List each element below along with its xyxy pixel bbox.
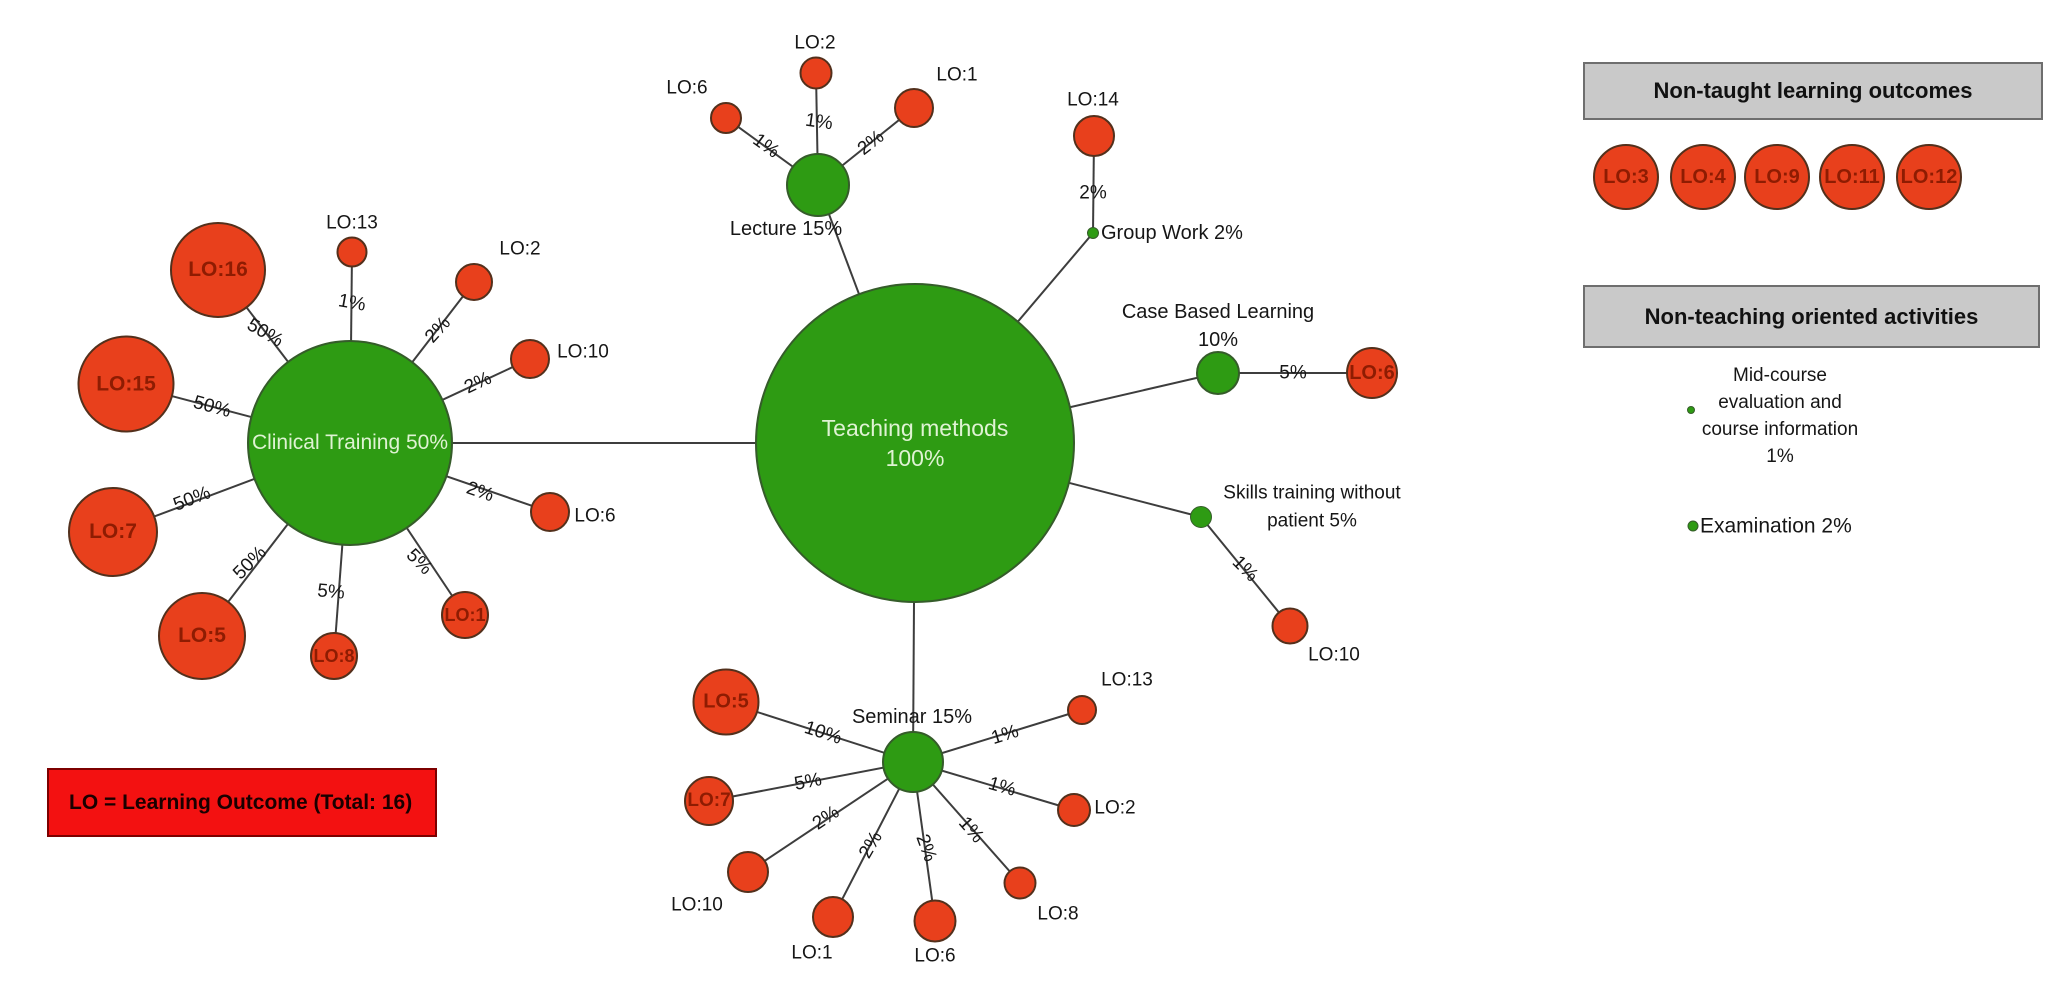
teaching-methods-node[interactable]: Teaching methods 100% xyxy=(755,283,1075,603)
case-based-learning-label-line1: Case Based Learning xyxy=(1121,301,1315,323)
edge-skills-lo10 xyxy=(1200,516,1291,627)
seminar-lo7-pct: 5% xyxy=(792,769,824,795)
seminar-lo5-label: LO:5 xyxy=(703,690,749,713)
clinical-lo15-label: LO:15 xyxy=(96,372,156,395)
mid-course-pct: 1% xyxy=(1766,446,1794,467)
clinical-lo5-node[interactable]: LO:5 xyxy=(158,592,246,680)
mid-course-node[interactable] xyxy=(1687,406,1695,414)
clinical-training-label: Clinical Training 50% xyxy=(251,431,449,454)
seminar-node[interactable] xyxy=(882,731,944,793)
clinical-lo8-label: LO:8 xyxy=(313,645,355,666)
group-work-lo14-label: LO:14 xyxy=(1067,89,1119,111)
clinical-lo6-node[interactable] xyxy=(530,492,570,532)
seminar-lo2-node[interactable] xyxy=(1057,793,1091,827)
clinical-lo8-node[interactable]: LO:8 xyxy=(310,632,358,680)
non-taught-lo12-node[interactable]: LO:12 xyxy=(1896,144,1962,210)
skills-training-label-line1: Skills training without xyxy=(1223,482,1401,504)
lecture-lo1-label: LO:1 xyxy=(936,64,978,86)
lecture-lo1-node[interactable] xyxy=(894,88,934,128)
clinical-lo15-node[interactable]: LO:15 xyxy=(77,335,175,433)
case-based-learning-node[interactable] xyxy=(1196,351,1240,395)
clinical-lo6-label: LO:6 xyxy=(574,505,616,527)
non-taught-lo12-label: LO:12 xyxy=(1900,165,1958,188)
case-based-learning-lo6-label: LO:6 xyxy=(1349,361,1395,384)
non-taught-lo3-label: LO:3 xyxy=(1603,165,1649,188)
non-taught-lo9-label: LO:9 xyxy=(1754,165,1800,188)
lecture-lo2-node[interactable] xyxy=(799,56,833,90)
seminar-lo10-node[interactable] xyxy=(727,851,769,893)
clinical-lo8-pct: 5% xyxy=(316,580,346,604)
teaching-methods-pct: 100% xyxy=(885,445,945,471)
lo-footnote-box: LO = Learning Outcome (Total: 16) xyxy=(47,768,437,837)
non-taught-title: Non-taught learning outcomes xyxy=(1653,78,1973,103)
clinical-lo16-node[interactable]: LO:16 xyxy=(170,222,266,318)
mid-course-label: Mid-course evaluation and course informa… xyxy=(1702,362,1858,470)
non-taught-lo4-label: LO:4 xyxy=(1680,165,1726,188)
edge-seminar-lo10 xyxy=(747,761,914,873)
mid-course-line1: Mid-course xyxy=(1733,365,1827,386)
non-taught-lo4-node[interactable]: LO:4 xyxy=(1670,144,1736,210)
non-taught-title-box: Non-taught learning outcomes xyxy=(1583,62,2043,120)
case-based-learning-label-line2: 10% xyxy=(1197,329,1239,351)
mid-course-line2: evaluation and xyxy=(1718,392,1842,413)
non-teaching-title-box: Non-teaching oriented activities xyxy=(1583,285,2040,348)
clinical-lo7-node[interactable]: LO:7 xyxy=(68,487,158,577)
skills-training-node[interactable] xyxy=(1190,506,1212,528)
seminar-lo1-label: LO:1 xyxy=(791,942,833,964)
skills-training-label-line2: patient 5% xyxy=(1267,510,1357,532)
seminar-lo8-node[interactable] xyxy=(1003,866,1037,900)
lo-footnote-text: LO = Learning Outcome (Total: 16) xyxy=(69,790,413,814)
seminar-lo1-node[interactable] xyxy=(812,896,854,938)
non-taught-lo3-node[interactable]: LO:3 xyxy=(1593,144,1659,210)
clinical-lo13-node[interactable] xyxy=(336,236,368,268)
clinical-lo1-label: LO:1 xyxy=(444,604,486,625)
clinical-lo5-label: LO:5 xyxy=(178,624,226,647)
clinical-lo10-label: LO:10 xyxy=(557,341,609,363)
clinical-lo7-label: LO:7 xyxy=(89,520,137,543)
skills-training-lo10-label: LO:10 xyxy=(1308,644,1360,666)
case-based-learning-lo6-pct: 5% xyxy=(1279,362,1307,384)
clinical-lo2-label: LO:2 xyxy=(499,238,541,260)
case-based-learning-lo6-node[interactable]: LO:6 xyxy=(1346,347,1398,399)
lecture-lo2-label: LO:2 xyxy=(794,32,836,54)
seminar-lo13-label: LO:13 xyxy=(1101,669,1153,691)
lecture-lo6-label: LO:6 xyxy=(666,77,708,99)
seminar-lo7-node[interactable]: LO:7 xyxy=(684,776,734,826)
lecture-label: Lecture 15% xyxy=(729,218,843,240)
seminar-lo13-node[interactable] xyxy=(1067,695,1097,725)
seminar-lo8-label: LO:8 xyxy=(1037,903,1079,925)
group-work-node[interactable] xyxy=(1087,227,1099,239)
seminar-lo2-label: LO:2 xyxy=(1094,797,1136,819)
lecture-node[interactable] xyxy=(786,153,850,217)
seminar-lo5-node[interactable]: LO:5 xyxy=(692,668,760,736)
group-work-label: Group Work 2% xyxy=(1101,222,1243,244)
seminar-lo10-label: LO:10 xyxy=(671,894,723,916)
seminar-lo6-node[interactable] xyxy=(913,899,957,943)
clinical-lo1-node[interactable]: LO:1 xyxy=(441,591,489,639)
non-taught-lo11-node[interactable]: LO:11 xyxy=(1819,144,1885,210)
clinical-lo16-label: LO:16 xyxy=(188,258,248,281)
mid-course-line3: course information xyxy=(1701,419,1859,440)
lecture-lo6-node[interactable] xyxy=(710,102,742,134)
clinical-training-node[interactable]: Clinical Training 50% xyxy=(247,340,453,546)
lecture-lo2-pct: 1% xyxy=(803,109,835,135)
examination-node[interactable] xyxy=(1687,520,1699,532)
clinical-lo13-pct: 1% xyxy=(336,290,368,316)
group-work-lo14-node[interactable] xyxy=(1073,115,1115,157)
teaching-methods-label: Teaching methods xyxy=(821,415,1009,441)
seminar-label: Seminar 15% xyxy=(851,706,973,728)
clinical-lo10-node[interactable] xyxy=(510,339,550,379)
examination-label: Examination 2% xyxy=(1700,514,1852,538)
non-taught-lo9-node[interactable]: LO:9 xyxy=(1744,144,1810,210)
group-work-lo14-pct: 2% xyxy=(1079,182,1107,204)
clinical-lo2-node[interactable] xyxy=(455,263,493,301)
edge-seminar-lo7 xyxy=(708,761,914,802)
non-teaching-title: Non-teaching oriented activities xyxy=(1644,303,1979,329)
skills-training-lo10-node[interactable] xyxy=(1271,607,1309,645)
seminar-lo7-label: LO:7 xyxy=(687,790,731,811)
seminar-lo6-label: LO:6 xyxy=(914,945,956,967)
clinical-lo13-label: LO:13 xyxy=(326,212,378,234)
non-taught-lo11-label: LO:11 xyxy=(1824,165,1880,188)
